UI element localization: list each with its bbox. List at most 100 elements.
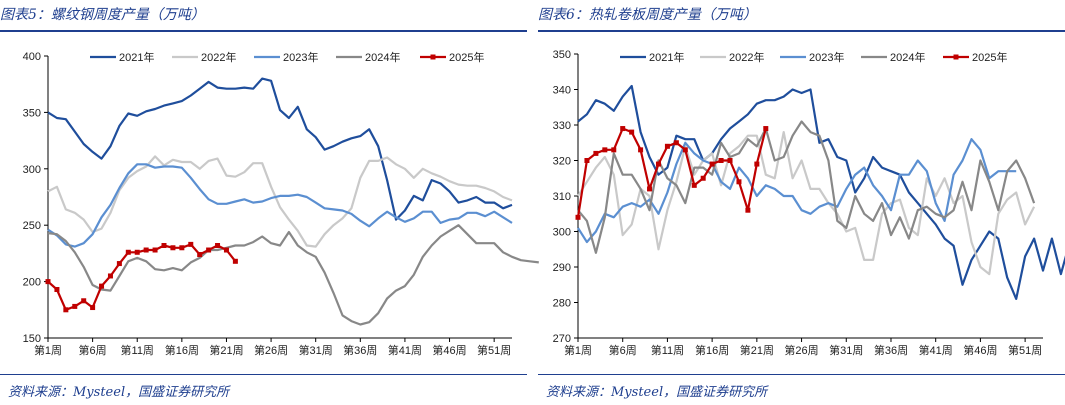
y-tick-label: 290 [553, 262, 571, 274]
data-point [736, 179, 742, 185]
series-2024年 [577, 120, 1036, 254]
y-tick-label: 310 [553, 191, 571, 203]
data-point [754, 161, 760, 167]
data-point [197, 252, 203, 258]
title-divider [0, 30, 527, 32]
series-2021年 [577, 84, 1065, 300]
data-point [170, 245, 176, 251]
series-line [47, 163, 513, 248]
legend-label: 2023年 [283, 50, 318, 64]
x-tick-label: 第51周 [1008, 343, 1042, 357]
x-tick-label: 第31周 [829, 343, 863, 357]
data-point [54, 286, 60, 292]
series-2023年 [47, 163, 513, 248]
data-point [81, 298, 87, 304]
data-point [215, 243, 221, 249]
legend-label: 2023年 [809, 50, 844, 64]
series-2022年 [47, 155, 513, 248]
y-tick-label: 350 [23, 107, 41, 119]
x-tick-label: 第41周 [919, 343, 953, 357]
series-line [576, 127, 767, 218]
legend-marker [430, 54, 436, 60]
chart-title: 图表5：螺纹钢周度产量（万吨） [0, 7, 205, 23]
y-tick-label: 340 [553, 85, 571, 97]
data-point [188, 241, 194, 247]
x-tick-label: 第1周 [564, 343, 592, 357]
x-tick-label: 第21周 [740, 343, 774, 357]
legend-label: 2025年 [449, 50, 484, 64]
x-tick-label: 第11周 [121, 343, 154, 357]
series-2025年 [45, 241, 238, 313]
y-tick-label: 400 [23, 51, 41, 63]
data-point [602, 147, 608, 153]
chart-panel-hrc: 图表6：热轧卷板周度产量（万吨） 270 280 290 300 310 320 330 34… [538, 0, 1065, 405]
data-point [727, 158, 733, 163]
x-tick-label: 第31周 [299, 343, 333, 357]
x-tick-label: 第16周 [165, 343, 199, 357]
y-tick-label: 200 [23, 277, 41, 289]
legend: 2021年 2022年 2023年 2024年 2025年 [90, 50, 484, 64]
data-point [763, 126, 769, 132]
series-line [47, 77, 513, 221]
x-tick-label: 第11周 [651, 343, 684, 357]
data-point [223, 247, 229, 253]
series-line [577, 84, 1065, 300]
y-tick-label: 330 [553, 120, 571, 132]
chart-hrc-weekly-output: 270 280 290 300 310 320 330 340 350 第1周 第6周 第11周 第16… [553, 49, 1065, 357]
data-point [745, 207, 751, 213]
x-tick-label: 第51周 [477, 343, 511, 357]
y-tick-label: 350 [553, 49, 571, 61]
data-point [232, 258, 238, 264]
data-point [90, 305, 96, 311]
x-tick-label: 第36周 [874, 343, 908, 357]
data-point [647, 186, 653, 192]
y-tick-label: 250 [23, 220, 41, 232]
chart-source: 资料来源：Mysteel，国盛证券研究所 [8, 385, 230, 400]
legend-label: 2024年 [365, 50, 400, 64]
series-2021年 [47, 77, 513, 221]
legend-label: 2021年 [649, 50, 684, 64]
x-tick-label: 第6周 [79, 343, 107, 357]
x-tick-label: 第16周 [695, 343, 729, 357]
y-tick-label: 300 [553, 227, 571, 239]
chart-title: 图表6：热轧卷板周度产量（万吨） [538, 7, 757, 23]
chart-source: 资料来源：Mysteel，国盛证券研究所 [546, 385, 768, 400]
data-point [45, 279, 51, 285]
chart-panel-rebar: 图表5：螺纹钢周度产量（万吨） 150 200 250 300 350 400 第1周 第6周… [0, 0, 539, 405]
data-point [682, 147, 688, 153]
series-line [47, 224, 539, 326]
data-point [673, 140, 679, 146]
x-tick-label: 第21周 [209, 343, 243, 357]
x-tick-label: 第46周 [432, 343, 466, 357]
data-point [655, 161, 661, 167]
x-tick-label: 第1周 [34, 343, 62, 357]
series-2025年 [575, 126, 769, 220]
data-point [611, 147, 617, 153]
data-point [593, 150, 599, 156]
data-point [63, 307, 69, 313]
legend-label: 2022年 [729, 50, 764, 64]
series-line [577, 120, 1036, 254]
data-point [664, 143, 670, 149]
series-2024年 [47, 224, 539, 326]
data-point [691, 182, 697, 188]
data-point [125, 249, 131, 255]
legend-label: 2024年 [890, 50, 925, 64]
y-tick-label: 270 [553, 333, 571, 345]
data-point [134, 249, 140, 255]
data-point [638, 147, 644, 153]
data-point [179, 245, 185, 251]
title-divider [538, 30, 1065, 32]
x-tick-label: 第26周 [784, 343, 818, 357]
data-point [700, 175, 706, 181]
data-point [709, 161, 715, 167]
x-tick-label: 第41周 [388, 343, 422, 357]
data-point [152, 247, 158, 253]
legend-label: 2025年 [972, 50, 1007, 64]
x-tick-label: 第46周 [963, 343, 997, 357]
data-point [116, 261, 122, 267]
data-point [161, 243, 167, 249]
legend-label: 2021年 [119, 50, 154, 64]
data-point [107, 273, 113, 279]
data-point [72, 303, 78, 309]
